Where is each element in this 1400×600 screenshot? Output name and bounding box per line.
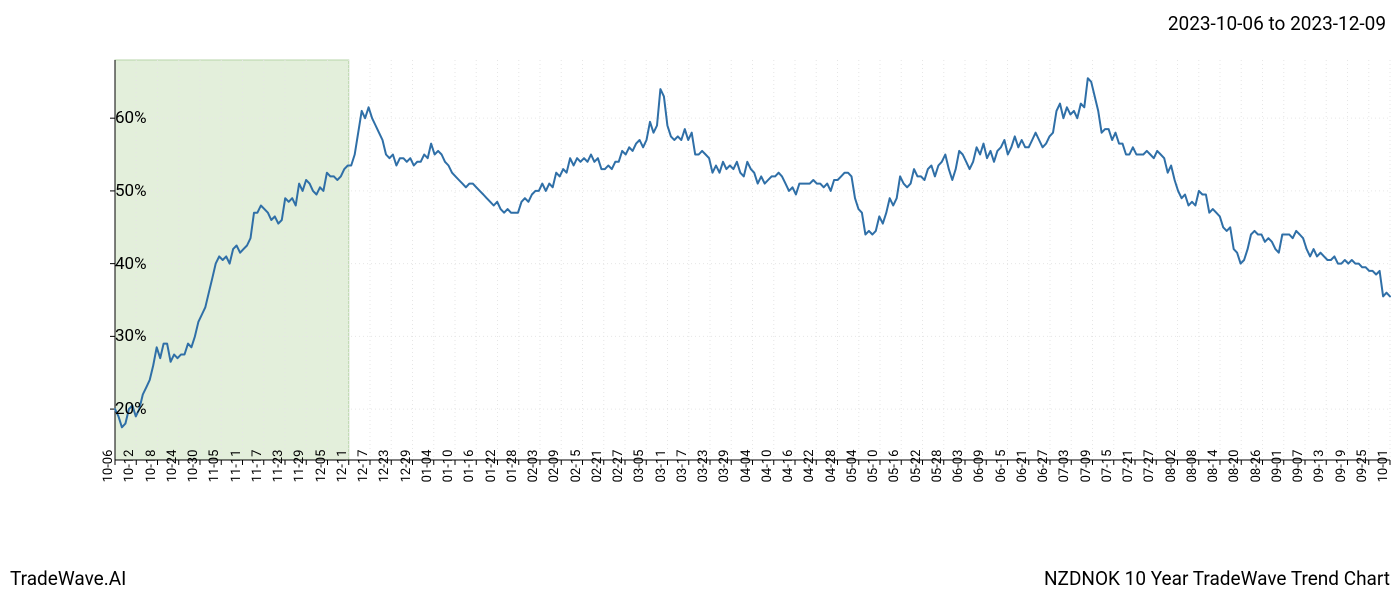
x-tick-label: 10-24 xyxy=(165,450,180,483)
x-tick-label: 04-04 xyxy=(739,450,754,483)
x-tick-label: 05-28 xyxy=(930,450,945,483)
x-tick-label: 08-02 xyxy=(1164,450,1179,483)
x-tick-label: 09-07 xyxy=(1291,450,1306,483)
x-tick-label: 06-21 xyxy=(1015,450,1030,483)
x-tick-label: 03-11 xyxy=(654,450,669,483)
x-tick-label: 12-23 xyxy=(377,450,392,483)
x-tick-label: 10-06 xyxy=(101,450,116,483)
x-tick-label: 05-10 xyxy=(866,450,881,483)
x-tick-label: 09-25 xyxy=(1355,450,1370,483)
x-tick-label: 06-27 xyxy=(1036,450,1051,483)
x-tick-label: 02-15 xyxy=(569,450,584,483)
x-tick-label: 12-29 xyxy=(399,450,414,483)
x-tick-label: 10-12 xyxy=(122,450,137,483)
x-tick-label: 03-23 xyxy=(696,450,711,483)
x-tick-label: 12-17 xyxy=(356,450,371,483)
x-tick-label: 01-28 xyxy=(505,450,520,483)
x-tick-label: 04-16 xyxy=(781,450,796,483)
x-tick-label: 11-29 xyxy=(292,450,307,483)
x-tick-label: 05-16 xyxy=(887,450,902,483)
x-tick-label: 07-15 xyxy=(1100,450,1115,483)
x-tick-label: 07-21 xyxy=(1121,450,1136,483)
x-tick-label: 05-22 xyxy=(909,450,924,483)
x-tick-label: 11-17 xyxy=(250,450,265,483)
x-tick-label: 02-09 xyxy=(547,450,562,483)
chart-title: NZDNOK 10 Year TradeWave Trend Chart xyxy=(1044,567,1390,590)
x-tick-label: 07-09 xyxy=(1079,450,1094,483)
x-tick-label: 12-11 xyxy=(335,450,350,483)
x-tick-label: 09-01 xyxy=(1270,450,1285,483)
x-tick-label: 03-29 xyxy=(717,450,732,483)
x-tick-label: 04-10 xyxy=(760,450,775,483)
x-tick-label: 09-13 xyxy=(1312,450,1327,483)
x-tick-label: 01-10 xyxy=(441,450,456,483)
x-tick-label: 11-11 xyxy=(229,450,244,483)
x-tick-label: 07-27 xyxy=(1142,450,1157,483)
x-tick-label: 08-14 xyxy=(1206,450,1221,483)
x-tick-label: 02-03 xyxy=(526,450,541,483)
x-tick-label: 10-01 xyxy=(1376,450,1391,483)
x-tick-label: 02-27 xyxy=(611,450,626,483)
x-tick-label: 08-26 xyxy=(1249,450,1264,483)
x-tick-label: 11-05 xyxy=(207,450,222,483)
x-tick-label: 03-05 xyxy=(632,450,647,483)
x-tick-label: 06-03 xyxy=(951,450,966,483)
x-tick-label: 10-30 xyxy=(186,450,201,483)
x-tick-label: 12-05 xyxy=(314,450,329,483)
x-tick-label: 01-22 xyxy=(484,450,499,483)
chart-container: 20%30%40%50%60% 10-0610-1210-1810-2410-3… xyxy=(0,50,1400,530)
x-tick-label: 09-19 xyxy=(1334,450,1349,483)
highlight-band xyxy=(115,60,349,460)
x-tick-label: 06-09 xyxy=(972,450,987,483)
x-tick-label: 04-28 xyxy=(824,450,839,483)
x-tick-label: 08-20 xyxy=(1227,450,1242,483)
x-tick-label: 01-04 xyxy=(420,450,435,483)
footer-brand: TradeWave.AI xyxy=(10,567,126,590)
x-tick-label: 08-08 xyxy=(1185,450,1200,483)
x-tick-label: 02-21 xyxy=(590,450,605,483)
x-tick-label: 06-15 xyxy=(994,450,1009,483)
x-tick-label: 07-03 xyxy=(1057,450,1072,483)
x-tick-label: 10-18 xyxy=(144,450,159,483)
x-tick-label: 11-23 xyxy=(271,450,286,483)
x-tick-label: 05-04 xyxy=(845,450,860,483)
x-tick-label: 03-17 xyxy=(675,450,690,483)
date-range-label: 2023-10-06 to 2023-12-09 xyxy=(1168,12,1386,35)
x-tick-label: 04-22 xyxy=(802,450,817,483)
x-tick-label: 01-16 xyxy=(462,450,477,483)
